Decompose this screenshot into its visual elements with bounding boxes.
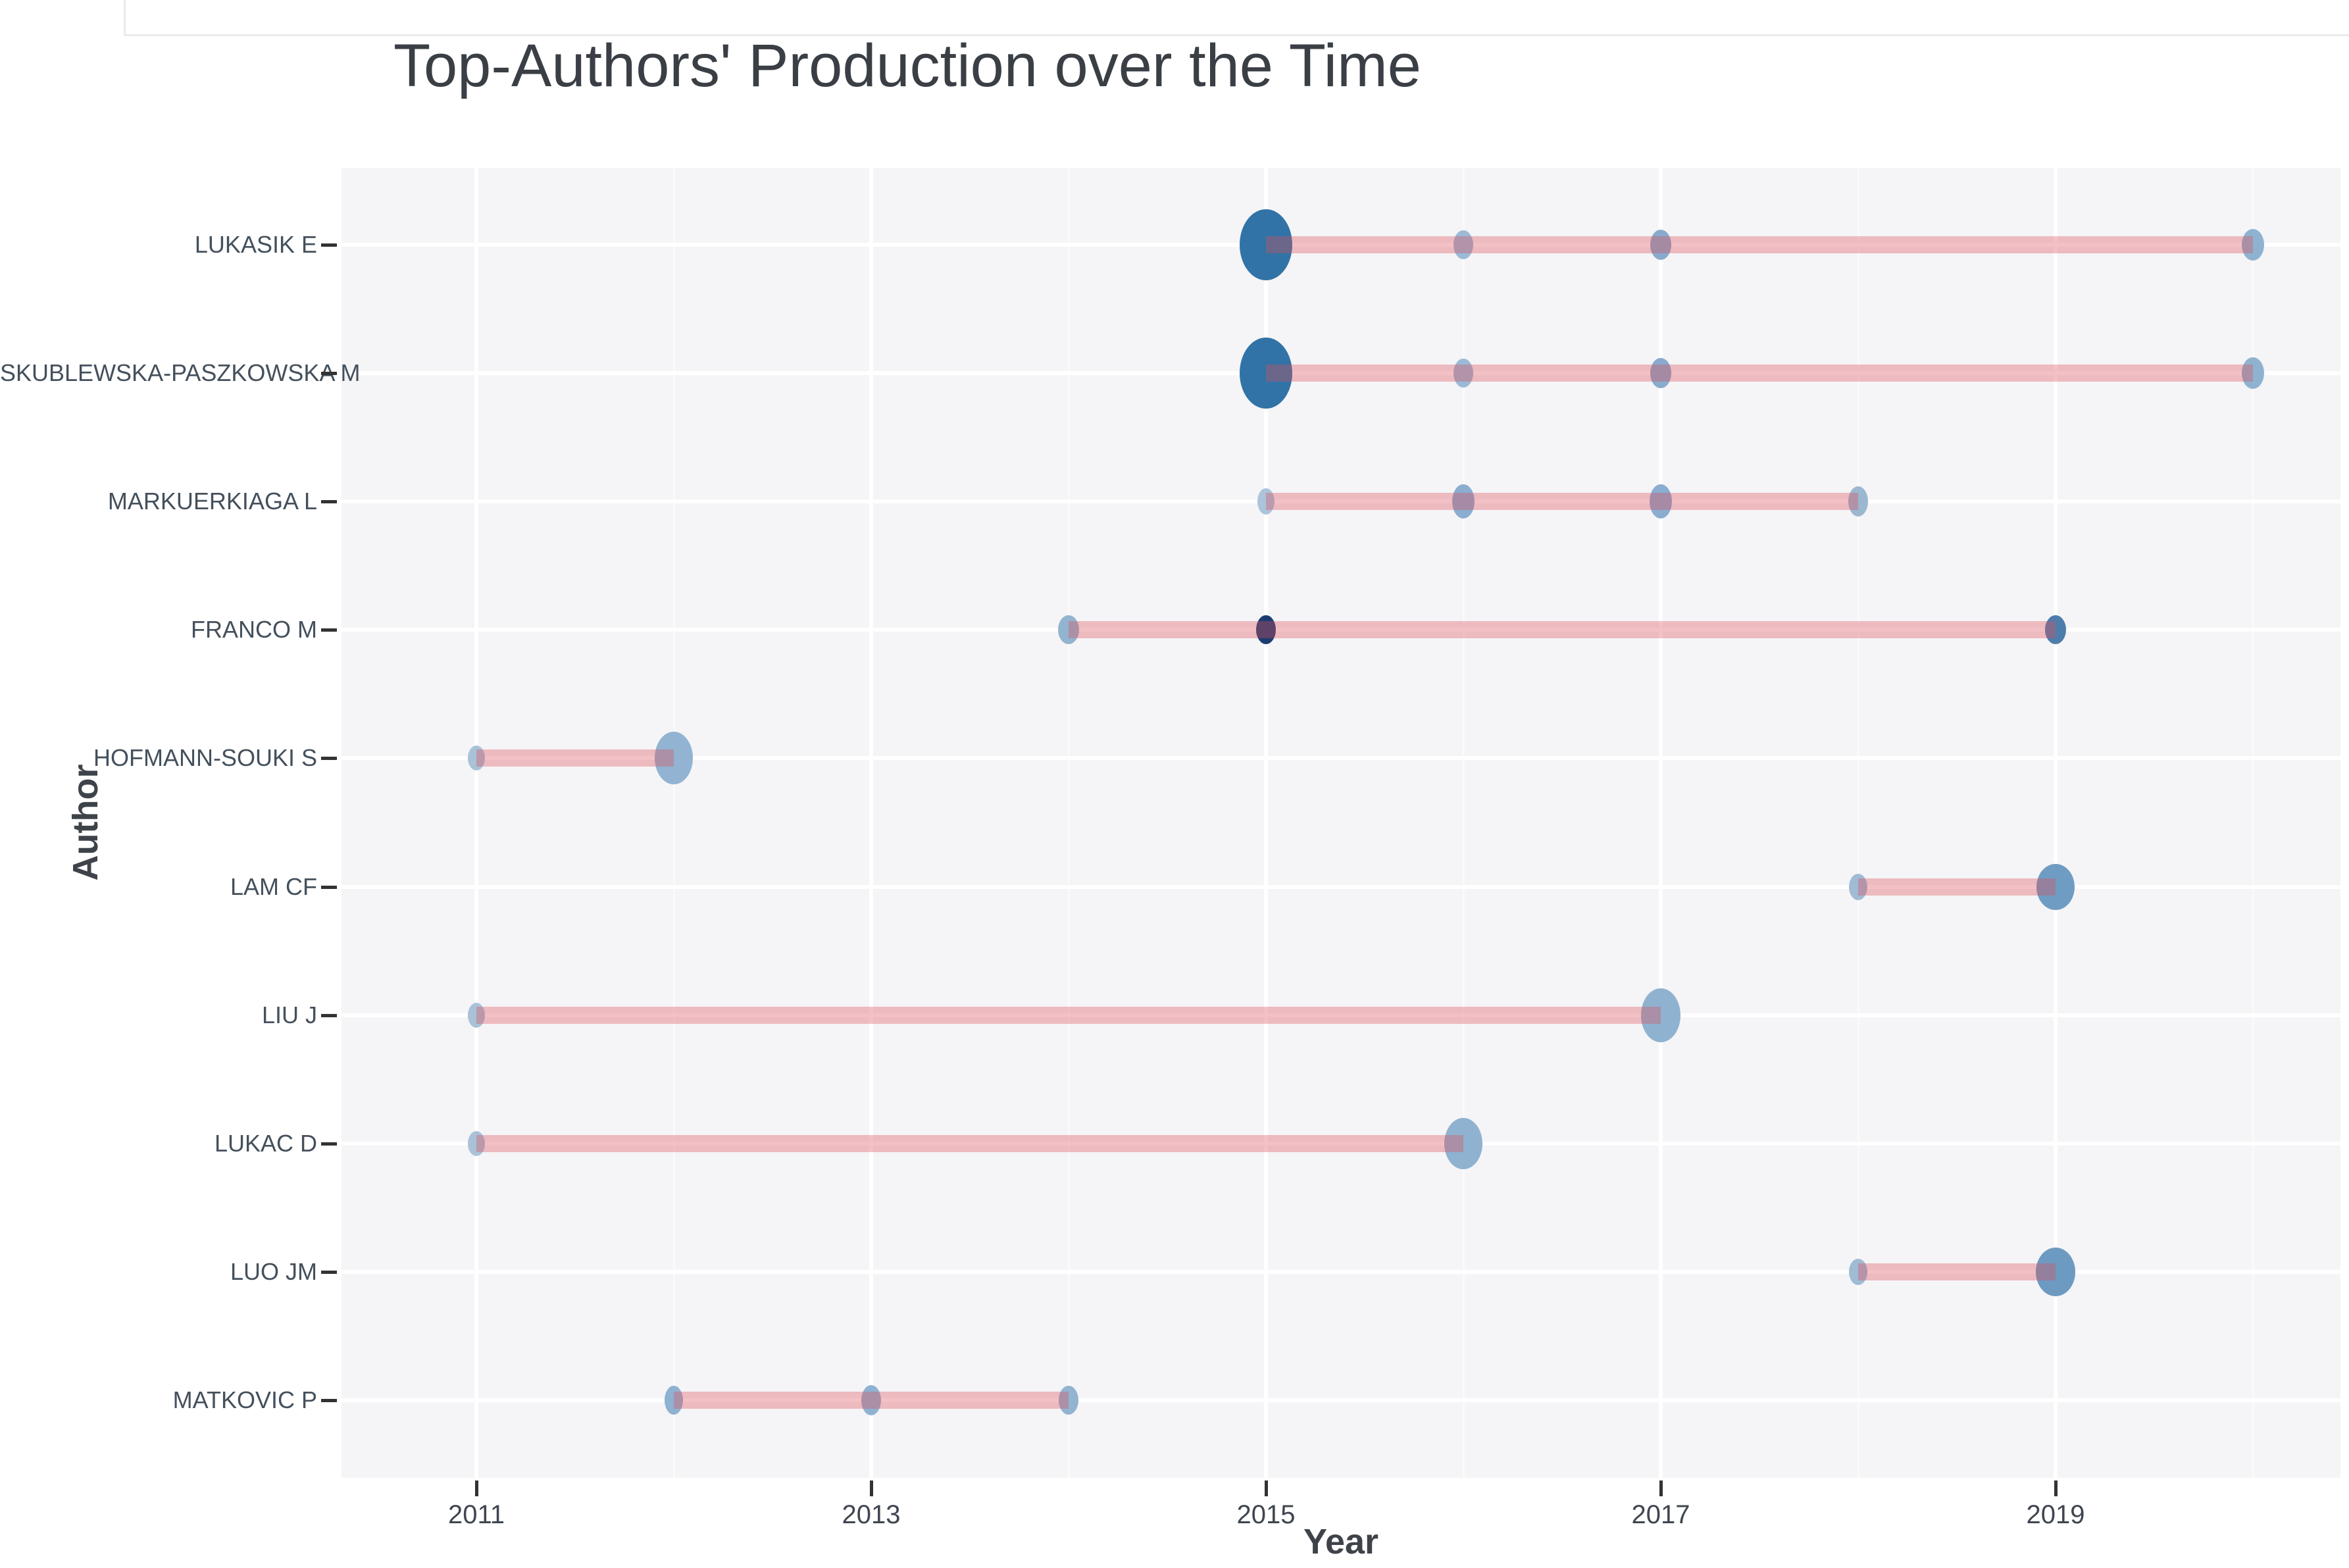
y-tick-label-author: LIU J [261,1001,317,1028]
gridline-horizontal [341,1269,2340,1274]
y-tick-label-author: LUO JM [230,1257,317,1285]
gridline-vertical-minor [2252,168,2254,1478]
gridline-vertical-major [1264,168,1268,1478]
production-dot[interactable] [1240,209,1292,280]
production-dot[interactable] [1257,488,1275,515]
y-tick-label-author: SKUBLEWSKA-PASZKOWSKA M [0,359,361,387]
gridline-vertical-minor [1068,168,1070,1478]
y-tick-label-author: FRANCO M [191,616,317,644]
activity-line [1266,365,2253,382]
plot-panel [341,168,2340,1478]
x-tick-label-year: 2013 [842,1500,901,1529]
gridline-horizontal [341,756,2340,761]
production-dot[interactable] [1059,1385,1078,1415]
gridline-vertical-minor [1463,168,1465,1478]
y-tick-label-author: LAM CF [230,873,317,900]
y-tick-mark [321,1270,337,1274]
activity-line [476,1134,1463,1152]
y-tick-mark [321,885,337,889]
y-tick-mark [321,628,337,632]
gridline-vertical-major [869,168,873,1478]
gridline-horizontal [341,1398,2340,1402]
production-dot[interactable] [1849,1258,1867,1285]
y-axis-title: Author [66,764,105,881]
production-dot[interactable] [1849,873,1867,900]
activity-line [674,1391,1069,1409]
gridline-horizontal [341,1013,2340,1017]
gridline-vertical-minor [673,168,675,1478]
activity-line [1858,1263,2056,1280]
x-tick-mark [475,1480,478,1496]
gridline-horizontal [341,243,2340,247]
x-tick-label-year: 2017 [1631,1500,1690,1529]
gridline-horizontal [341,499,2340,504]
activity-line [1069,621,2056,639]
production-dot[interactable] [468,1130,485,1156]
production-dot[interactable] [1058,615,1079,645]
y-tick-label-author: MATKOVIC P [172,1386,317,1413]
x-axis-title: Year [1303,1522,1379,1561]
x-tick-mark [870,1480,873,1496]
gridline-horizontal [341,884,2340,889]
gridline-vertical-major [2054,168,2058,1478]
production-dot[interactable] [1452,484,1475,519]
y-tick-label-author: HOFMANN-SOUKI S [93,744,317,772]
y-tick-label-author: LUKAC D [214,1129,317,1157]
production-dot[interactable] [2036,863,2075,910]
y-tick-mark [321,1142,337,1146]
x-tick-label-year: 2015 [1236,1500,1296,1529]
y-tick-mark [321,757,337,761]
activity-line [476,1006,1661,1024]
production-dot[interactable] [468,1002,485,1028]
production-dot[interactable] [655,732,693,785]
y-tick-mark [321,243,337,247]
production-dot[interactable] [2242,357,2264,390]
production-dot[interactable] [1641,988,1680,1042]
y-tick-mark [321,1398,337,1402]
production-dot[interactable] [1453,230,1473,259]
production-dot[interactable] [1650,358,1671,389]
gridline-horizontal [341,1141,2340,1146]
activity-line [476,749,674,767]
gridline-vertical-minor [1857,168,1859,1478]
top-panel-corner-vertical-divider [124,0,126,36]
production-dot[interactable] [1453,359,1473,388]
production-dot[interactable] [665,1385,683,1415]
production-dot[interactable] [1256,615,1276,645]
y-tick-label-author: MARKUERKIAGA L [107,488,317,515]
activity-line [1858,878,2056,896]
y-tick-mark [321,500,337,504]
production-dot[interactable] [2242,229,2264,261]
production-dot[interactable] [861,1384,881,1415]
activity-line [1266,236,2253,253]
gridline-vertical-major [474,168,478,1478]
production-dot[interactable] [1240,338,1292,409]
x-tick-label-year: 2019 [2026,1500,2085,1529]
top-panel-bottom-divider [124,34,2349,36]
production-dot[interactable] [1650,484,1672,519]
production-dot[interactable] [1650,230,1671,260]
chart-title: Top-Authors' Production over the Time [393,32,1421,99]
production-dot[interactable] [1848,486,1868,517]
x-tick-mark [1659,1480,1663,1496]
production-dot[interactable] [468,746,485,771]
production-dot[interactable] [2045,615,2066,645]
production-dot[interactable] [2036,1247,2075,1296]
production-dot[interactable] [1444,1117,1482,1169]
y-tick-mark [321,372,337,376]
activity-line [1266,493,1858,511]
gridline-vertical-major [1659,168,1663,1478]
y-tick-mark [321,1013,337,1017]
x-tick-mark [1265,1480,1268,1496]
x-tick-mark [2054,1480,2058,1496]
y-tick-label-author: LUKASIK E [194,231,317,258]
gridline-horizontal [341,371,2340,376]
x-tick-label-year: 2011 [447,1500,505,1529]
gridline-horizontal [341,628,2340,632]
